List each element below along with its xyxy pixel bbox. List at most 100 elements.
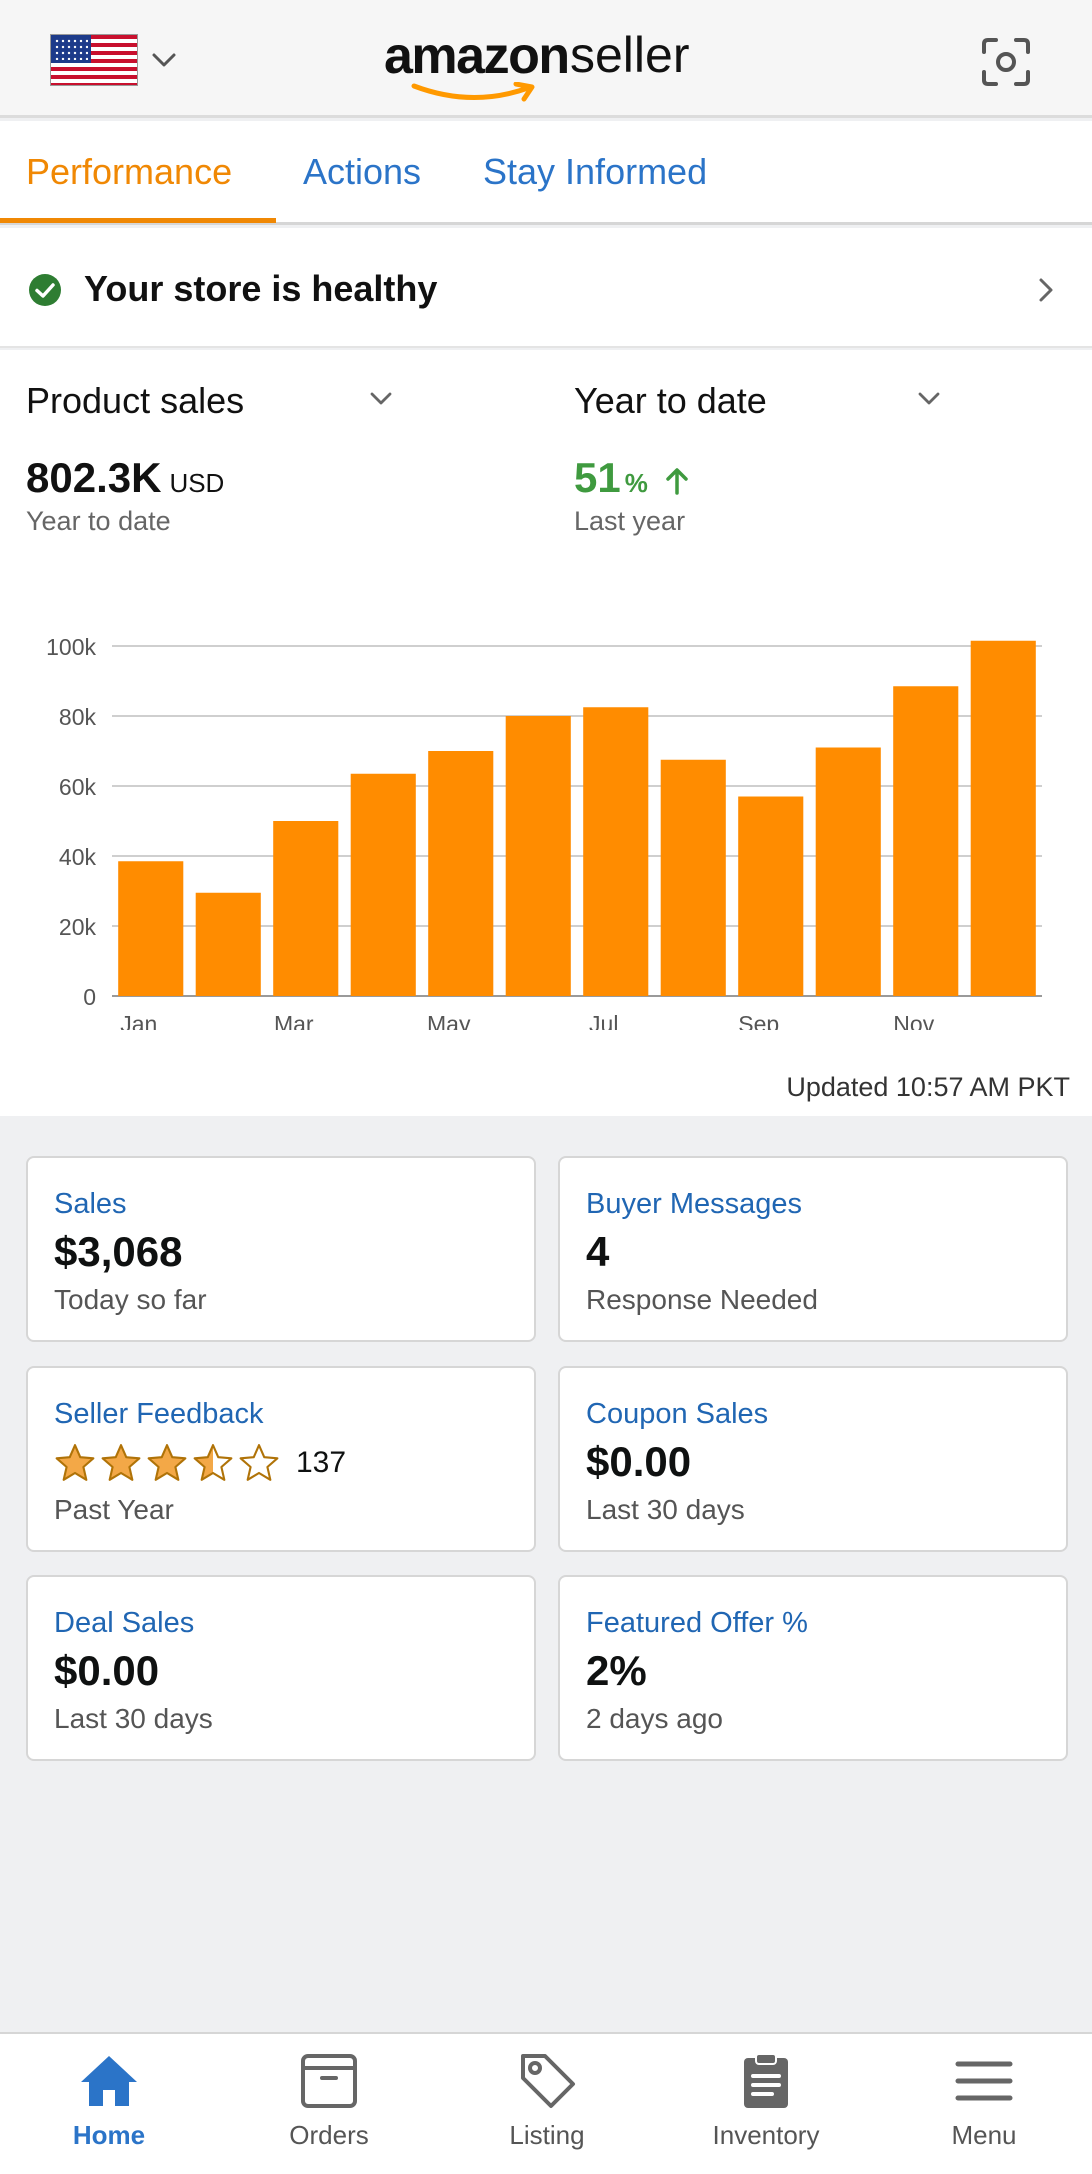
star-full-icon: [101, 1444, 141, 1481]
tab-performance[interactable]: Performance: [26, 151, 233, 192]
bottom-navigation: Home Orders Listing Inventory Menu: [0, 2032, 1092, 2174]
feedback-count: 137: [296, 1446, 347, 1479]
chart-bar[interactable]: [428, 751, 494, 996]
chart-bar[interactable]: [970, 640, 1036, 996]
product-sales-value: 802.3K USD: [26, 454, 224, 502]
chevron-right-icon: [1039, 278, 1053, 302]
card-title: Buyer Messages: [586, 1188, 802, 1220]
check-circle-icon: [29, 274, 61, 306]
x-tick-label: Nov: [893, 1011, 934, 1030]
arrow-up-icon: [665, 468, 688, 495]
chart-bar[interactable]: [195, 892, 261, 996]
change-caption: Last year: [574, 506, 686, 536]
x-tick-label: Sep: [738, 1011, 779, 1030]
card-value: 2%: [586, 1647, 647, 1694]
chart-bar[interactable]: [660, 759, 726, 996]
card-subtitle: Response Needed: [586, 1284, 818, 1315]
us-flag-icon[interactable]: [50, 34, 138, 86]
card-title: Deal Sales: [54, 1607, 195, 1639]
chart-bar[interactable]: [118, 861, 184, 996]
amazon-smile-icon: [411, 82, 535, 102]
card-subtitle: Last 30 days: [586, 1494, 745, 1525]
nav-listing[interactable]: Listing: [467, 2052, 627, 2172]
scan-icon[interactable]: [980, 36, 1032, 88]
amazon-seller-logo: amazon seller: [384, 20, 724, 110]
star-half-icon: [193, 1444, 233, 1481]
chart-bar[interactable]: [738, 796, 804, 997]
nav-menu[interactable]: Menu: [904, 2052, 1064, 2172]
updated-timestamp: Updated 10:57 AM PKT: [786, 1072, 1070, 1102]
tag-icon: [521, 2054, 575, 2108]
chart-bar[interactable]: [273, 821, 339, 996]
nav-label: Orders: [289, 2120, 369, 2150]
star-empty-icon: [239, 1444, 279, 1481]
sales-card[interactable]: Sales $3,068 Today so far: [26, 1156, 536, 1342]
card-subtitle: Last 30 days: [54, 1703, 213, 1734]
chart-bar[interactable]: [505, 716, 571, 996]
change-percent: 51%: [574, 454, 690, 502]
top-bar: amazon seller: [0, 0, 1092, 118]
card-value: $0.00: [54, 1647, 160, 1694]
star-full-icon: [55, 1444, 95, 1481]
card-subtitle: Today so far: [54, 1284, 207, 1315]
hamburger-menu-icon: [955, 2061, 1013, 2101]
nav-inventory[interactable]: Inventory: [686, 2052, 846, 2172]
nav-orders[interactable]: Orders: [249, 2052, 409, 2172]
store-health-row[interactable]: Your store is healthy: [0, 228, 1092, 348]
chevron-down-icon[interactable]: [914, 384, 944, 414]
x-tick-label: Jul: [589, 1011, 618, 1030]
sales-caption: Year to date: [26, 506, 171, 536]
x-tick-label: May: [427, 1011, 471, 1030]
card-title: Sales: [54, 1188, 127, 1220]
y-tick-label: 100k: [46, 634, 96, 660]
nav-home[interactable]: Home: [29, 2052, 189, 2172]
chevron-down-icon[interactable]: [148, 44, 180, 76]
y-tick-label: 80k: [59, 704, 97, 730]
currency-unit: USD: [169, 468, 225, 498]
card-value: $0.00: [586, 1438, 692, 1485]
seller-feedback-card[interactable]: Seller Feedback 137 Past Year: [26, 1366, 536, 1552]
featured-offer-card[interactable]: Featured Offer % 2% 2 days ago: [558, 1575, 1068, 1761]
orders-box-icon: [301, 2054, 357, 2108]
star-full-icon: [147, 1444, 187, 1481]
chart-bar[interactable]: [893, 686, 959, 996]
store-health-text: Your store is healthy: [84, 268, 438, 309]
nav-label: Listing: [509, 2120, 585, 2150]
metric-selector[interactable]: Product sales: [26, 380, 245, 421]
y-tick-label: 20k: [59, 914, 97, 940]
active-tab-indicator: [0, 218, 276, 223]
nav-label: Menu: [951, 2120, 1017, 2150]
card-title: Coupon Sales: [586, 1398, 769, 1430]
tab-stay-informed[interactable]: Stay Informed: [483, 151, 708, 192]
sales-bar-chart: 0 20k 40k 60k 80k 100k Jan Mar May Jul Sep Nov: [46, 634, 1042, 1030]
home-icon: [81, 2056, 137, 2106]
y-tick-label: 60k: [59, 774, 97, 800]
chart-bar[interactable]: [350, 773, 416, 996]
card-value: $3,068: [54, 1228, 183, 1275]
x-tick-label: Mar: [274, 1011, 314, 1030]
period-selector[interactable]: Year to date: [574, 380, 767, 421]
card-title: Featured Offer %: [586, 1607, 808, 1639]
chart-bar[interactable]: [815, 747, 881, 997]
logo-seller-word: seller: [570, 27, 690, 83]
y-tick-label: 40k: [59, 844, 97, 870]
tab-actions[interactable]: Actions: [303, 151, 422, 192]
nav-label: Home: [72, 2120, 146, 2150]
x-tick-label: Jan: [120, 1011, 157, 1030]
coupon-sales-card[interactable]: Coupon Sales $0.00 Last 30 days: [558, 1366, 1068, 1552]
star-rating: 137: [54, 1438, 346, 1488]
y-tick-label: 0: [83, 984, 96, 1010]
sales-chart-panel: Product sales Year to date 802.3K USD Yea…: [0, 350, 1092, 1116]
chart-bar[interactable]: [583, 707, 649, 996]
card-subtitle: 2 days ago: [586, 1703, 723, 1734]
sales-amount: 802.3K: [26, 454, 162, 501]
nav-label: Inventory: [712, 2120, 820, 2150]
clipboard-icon: [744, 2053, 788, 2108]
card-title: Seller Feedback: [54, 1398, 264, 1430]
card-subtitle: Past Year: [54, 1494, 174, 1525]
card-value: 4: [586, 1228, 610, 1275]
logo-brand-word: amazon: [384, 27, 570, 85]
deal-sales-card[interactable]: Deal Sales $0.00 Last 30 days: [26, 1575, 536, 1761]
chevron-down-icon[interactable]: [366, 384, 396, 414]
buyer-messages-card[interactable]: Buyer Messages 4 Response Needed: [558, 1156, 1068, 1342]
